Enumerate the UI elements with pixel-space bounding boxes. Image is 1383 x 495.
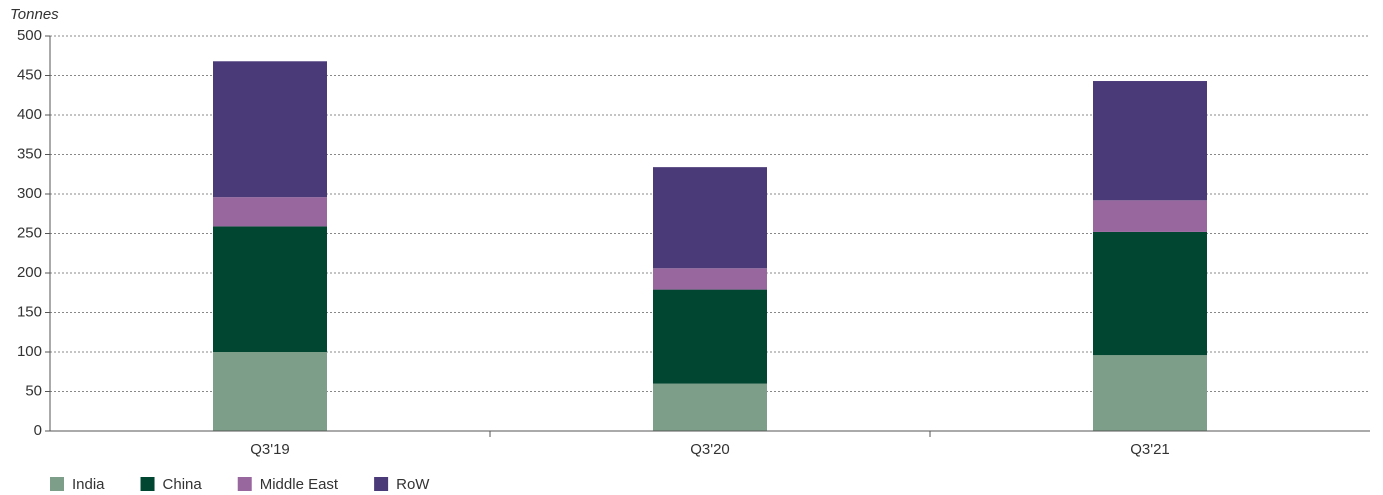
bar-segment (653, 383, 767, 431)
bar-segment (213, 197, 327, 227)
y-tick-label: 450 (17, 66, 42, 83)
x-tick-label: Q3'19 (250, 441, 290, 458)
bar-segment (213, 61, 327, 198)
legend-label: China (163, 476, 203, 493)
x-tick-label: Q3'21 (1130, 441, 1170, 458)
y-tick-label: 200 (17, 264, 42, 281)
y-tick-label: 0 (34, 422, 42, 439)
y-tick-label: 350 (17, 145, 42, 162)
legend-swatch (374, 477, 389, 491)
legend-label: Middle East (260, 476, 339, 493)
y-tick-label: 300 (17, 185, 42, 202)
bar-segment (1093, 355, 1207, 431)
y-tick-label: 400 (17, 106, 42, 123)
legend-swatch (237, 477, 252, 491)
bar-segment (1093, 81, 1207, 201)
bar-segment (653, 167, 767, 269)
y-tick-label: 150 (17, 303, 42, 320)
bar-segment (1093, 231, 1207, 356)
y-tick-label: 500 (17, 27, 42, 44)
y-tick-label: 250 (17, 224, 42, 241)
y-tick-label: 50 (25, 382, 42, 399)
legend-swatch (50, 477, 64, 491)
x-tick-label: Q3'20 (690, 441, 730, 458)
y-axis-label: Tonnes (10, 6, 59, 23)
bar-segment (653, 289, 767, 384)
bar-segment (213, 226, 327, 352)
bar-segment (1093, 200, 1207, 232)
bar-segment (653, 268, 767, 290)
legend-swatch (140, 477, 155, 491)
legend-label: India (72, 476, 105, 493)
bar-segment (213, 352, 327, 431)
legend-label: RoW (396, 476, 430, 493)
y-tick-label: 100 (17, 343, 42, 360)
